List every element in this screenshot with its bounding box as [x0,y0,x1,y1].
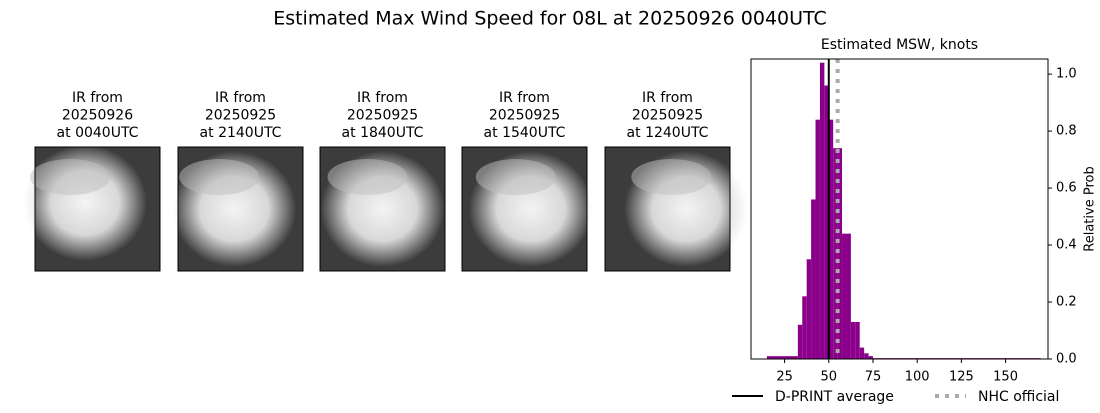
x-tick-label: 150 [993,370,1018,385]
x-tick-label: 125 [949,370,974,385]
ir-cloud-band [327,159,408,195]
y-tick-label: 1.0 [1056,67,1077,82]
hist-bar [815,119,820,359]
hist-bar [833,148,838,359]
y-tick-label: 0.2 [1056,295,1077,310]
panel-label: IR from [499,90,550,106]
hist-bar [806,259,812,359]
hist-bar [855,321,860,359]
hist-bar [766,356,798,359]
panel-label: at 1240UTC [627,125,709,141]
panel-label: 20250925 [632,108,703,124]
figure-title: Estimated Max Wind Speed for 08L at 2025… [273,8,827,30]
x-tick-label: 75 [865,370,882,385]
legend-label: NHC official [978,389,1059,405]
y-tick-label: 0.0 [1056,352,1077,367]
hist-bar [859,347,865,359]
x-tick-label: 25 [776,370,793,385]
panel-label: at 1840UTC [342,125,424,141]
ir-image-frame [177,146,304,272]
hist-bar [828,119,834,359]
panel-label: at 2140UTC [200,125,282,141]
hist-bar [864,353,869,359]
y-tick-label: 0.8 [1056,124,1077,139]
panel-label: at 0040UTC [57,125,139,141]
ir-image-frame [34,146,161,272]
ir-image-frame [319,146,446,272]
axes-title: Estimated MSW, knots [821,37,978,53]
y-tick-label: 0.6 [1056,181,1077,196]
hist-bar [797,324,803,359]
panel-label: at 1540UTC [484,125,566,141]
y-axis-label: Relative Prob [1083,166,1098,251]
ir-image-frame [461,146,588,272]
ir-image-frame [604,146,731,272]
x-tick-label: 100 [905,370,930,385]
hist-bar [802,296,807,359]
hist-bar [837,148,843,359]
panel-label: IR from [215,90,266,106]
panel-label: 20250925 [347,108,418,124]
legend-label: D-PRINT average [775,389,894,405]
panel-label: 20250925 [205,108,276,124]
panel-label: 20250925 [489,108,560,124]
axes-frame [750,58,1049,360]
panel-label: IR from [642,90,693,106]
hist-bar [846,233,851,359]
ir-cloud-band [475,159,556,195]
hist-bar [819,62,825,359]
x-tick-label: 50 [821,370,838,385]
ir-cloud-band [179,159,260,195]
panel-label: IR from [357,90,408,106]
hist-bar [824,85,829,359]
y-tick-label: 0.4 [1056,238,1077,253]
hist-bar [811,199,816,359]
ir-cloud-band [30,159,110,195]
panel-label: IR from [72,90,123,106]
ir-cloud-band [631,159,712,195]
hist-bar [842,233,847,359]
panel-label: 20250926 [62,108,133,124]
hist-bar [868,356,873,359]
hist-bar [850,321,856,359]
